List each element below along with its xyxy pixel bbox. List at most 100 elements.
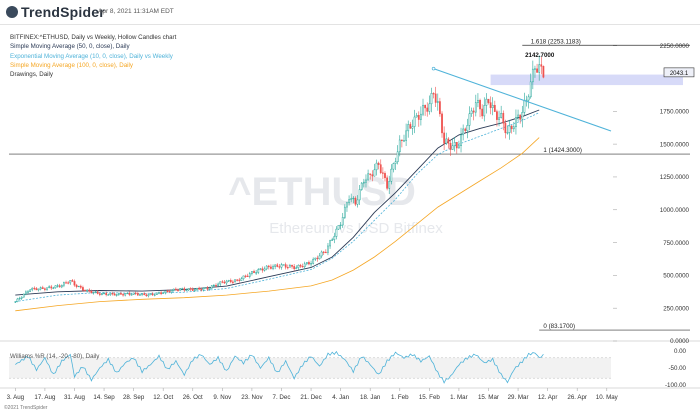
time-tick-label: 12. Apr: [538, 394, 558, 401]
app-header: TrendSpider Apr 8, 2021 11:31AM EDT: [0, 0, 700, 25]
candle-body: [251, 271, 253, 274]
price-annotations: 2142.7000 2043.1: [525, 52, 695, 78]
candle-body: [227, 280, 230, 282]
candle-body: [282, 264, 285, 266]
candle-body: [474, 102, 477, 113]
candle-body: [369, 173, 372, 175]
candle-body: [265, 265, 268, 270]
candle-body: [75, 284, 78, 287]
candle-body: [27, 291, 29, 293]
time-tick-label: 1. Feb: [391, 394, 409, 401]
candle-body: [405, 130, 407, 141]
trend-drawings[interactable]: [431, 66, 612, 132]
time-tick-label: 15. Mar: [478, 394, 499, 401]
candle-body: [293, 266, 296, 269]
candle-body: [422, 104, 424, 115]
candle-body: [98, 293, 101, 295]
candle-body: [312, 258, 315, 264]
descending-trendline: [433, 68, 612, 132]
candle-body: [134, 292, 137, 294]
candle-body: [270, 266, 272, 269]
candle-body: [128, 292, 131, 295]
candle-body: [316, 257, 319, 260]
candle-body: [386, 177, 388, 189]
price-tick-label: 1000.0000: [660, 207, 690, 214]
candle-body: [308, 262, 310, 265]
time-tick-label: 21. Dec: [300, 394, 321, 401]
candle-body: [491, 104, 494, 109]
candle-body: [96, 291, 99, 294]
candle-body: [512, 126, 515, 130]
candle-body: [139, 294, 141, 296]
legend-sma50[interactable]: Simple Moving Average (50, 0, close), Da…: [10, 43, 130, 51]
candle-body: [506, 132, 509, 134]
candle-body: [343, 206, 346, 218]
candle-body: [20, 296, 23, 299]
trendspider-logo[interactable]: TrendSpider: [6, 4, 105, 20]
legend-symbol: BITFINEX:^ETHUSD, Daily vs Weekly, Hollo…: [10, 34, 177, 41]
candle-body: [105, 292, 108, 295]
candle-body: [519, 114, 522, 120]
candle-body: [331, 239, 334, 241]
legend-drawings[interactable]: Drawings, Daily: [10, 71, 53, 79]
candle-body: [466, 125, 469, 132]
candle-body: [515, 117, 517, 128]
candle-body: [542, 66, 545, 78]
candle-body: [527, 96, 530, 101]
candle-body: [529, 81, 532, 98]
time-tick-label: 28. Sep: [123, 394, 145, 401]
candle-body: [407, 124, 410, 132]
candle-body: [394, 161, 397, 164]
ma-line-sma100: [15, 137, 540, 312]
candle-body: [208, 288, 211, 290]
candle-body: [253, 271, 255, 273]
candle-body: [115, 294, 118, 296]
indicator-legend: BITFINEX:^ETHUSD, Daily vs Weekly, Hollo…: [10, 33, 176, 79]
candle-body: [337, 225, 340, 230]
candle-body: [238, 279, 241, 281]
candle-body: [143, 293, 146, 295]
candle-body: [352, 197, 355, 200]
legend-ema10w[interactable]: Exponential Moving Average (10, 0, close…: [10, 52, 173, 60]
candle-body: [443, 132, 446, 144]
candle-body: [339, 224, 342, 226]
fib-level-label: 1 (1424.3000): [543, 147, 582, 154]
candle-body: [445, 138, 448, 144]
candle-body: [257, 269, 260, 273]
logo-text: TrendSpider: [21, 4, 105, 20]
candle-body: [263, 268, 266, 271]
candle-body: [540, 64, 543, 67]
time-tick-label: 26. Apr: [567, 394, 587, 401]
candle-body: [320, 251, 323, 257]
candle-body: [151, 293, 154, 296]
candle-body: [329, 240, 331, 247]
price-tick-label: 750.0000: [663, 240, 689, 247]
candle-body: [124, 293, 127, 296]
candle-body: [411, 126, 414, 129]
legend-sma100[interactable]: Simple Moving Average (100, 0, close), D…: [10, 61, 134, 69]
candle-body: [54, 285, 57, 289]
oscillator-title: Williams %R (14, -20, -80), Daily: [10, 353, 100, 360]
osc-tick-label: -100.00: [665, 382, 687, 389]
candle-body: [107, 294, 110, 296]
time-tick-label: 15. Feb: [419, 394, 441, 401]
candle-body: [367, 173, 369, 181]
williams-r-panel: Williams %R (14, -20, -80), Daily 0.00 -50…: [9, 348, 687, 389]
candle-body: [109, 293, 112, 295]
candle-body: [280, 264, 283, 268]
candle-body: [470, 110, 473, 115]
candle-body: [217, 283, 219, 287]
candle-body: [346, 202, 348, 208]
candle-body: [523, 100, 526, 113]
candle-body: [496, 111, 498, 120]
last-price-box: [663, 67, 695, 78]
candle-body: [69, 280, 72, 284]
candle-body: [377, 162, 380, 165]
time-tick-label: 1. Mar: [450, 394, 468, 401]
candle-body: [16, 298, 19, 302]
candle-body: [210, 285, 213, 289]
candle-body: [88, 289, 91, 292]
candle-body: [120, 293, 122, 295]
time-tick-label: 23. Nov: [241, 394, 263, 401]
